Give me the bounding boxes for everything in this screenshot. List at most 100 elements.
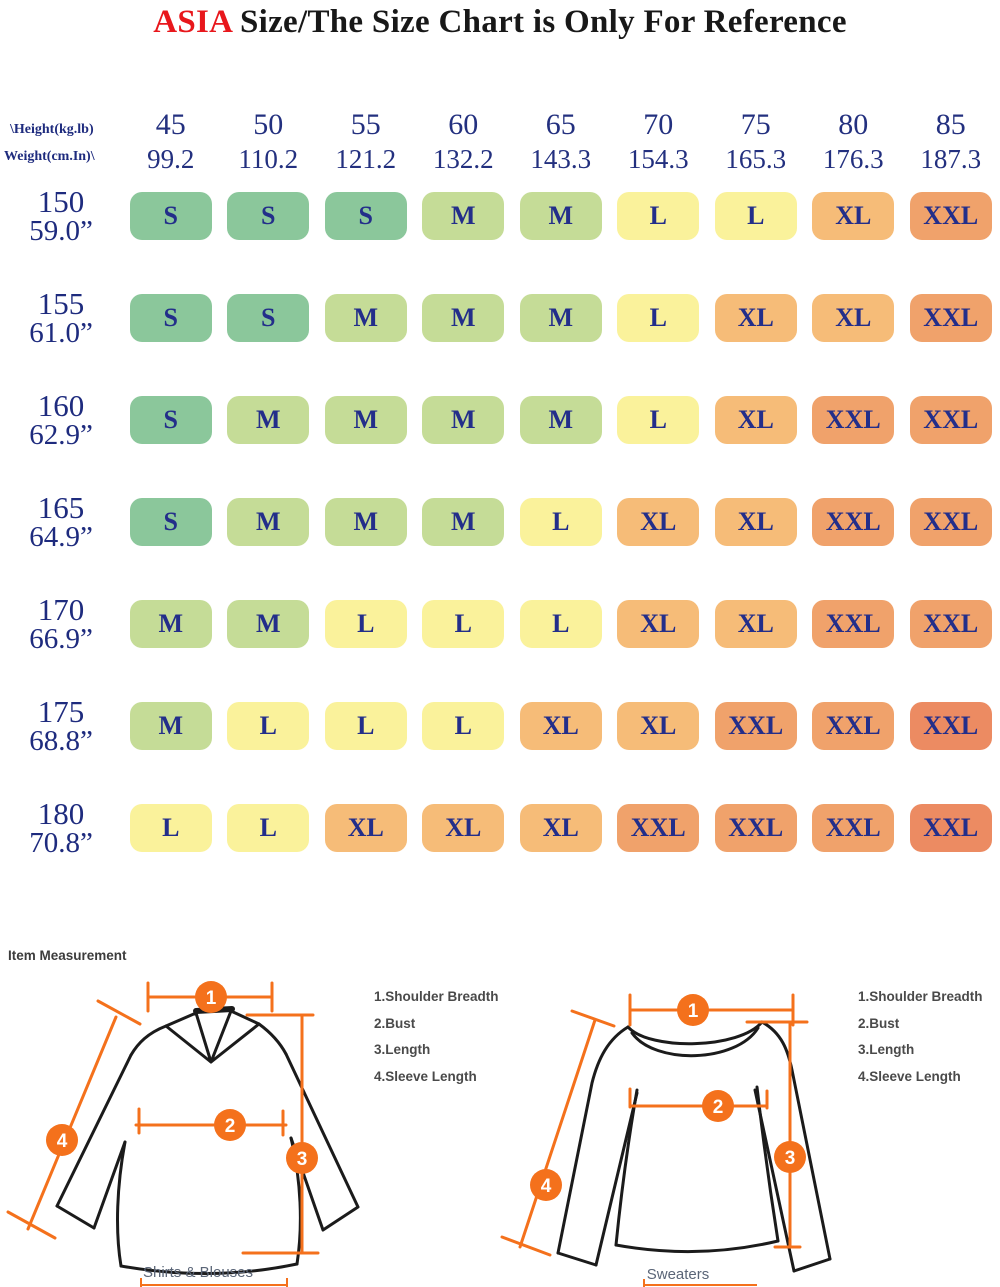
marker-2-number: 2: [713, 1097, 724, 1118]
column-weight-lb: 187.3: [920, 143, 982, 174]
size-cell: M: [519, 192, 602, 240]
marker-1-circle: [195, 981, 227, 1013]
size-cell: L: [617, 192, 700, 240]
size-cell: XXL: [909, 294, 992, 342]
size-table-body: 150 59.0” S S S M M L L XL XXL 155 61.0” S S M M M L XL XL XX…: [0, 185, 1000, 858]
size-cell: M: [422, 192, 505, 240]
shirt-collar-left: [164, 1011, 213, 1064]
size-cell: L: [617, 396, 700, 444]
column-weight-kg: 60: [448, 108, 479, 141]
measurement-legend-right: 1.Shoulder Breadth 2.Bust 3.Length 4.Sle…: [858, 984, 983, 1091]
legend-line: 1.Shoulder Breadth: [374, 989, 499, 1004]
size-cell: L: [227, 804, 310, 852]
marker-3-circle: [774, 1141, 806, 1173]
size-cell: M: [227, 498, 310, 546]
size-cell: L: [324, 600, 407, 648]
sweater-neckline-outer: [626, 1020, 764, 1046]
marker-3-circle: [286, 1142, 318, 1174]
shirt-measure-lines: [6, 981, 320, 1255]
shirt-outline: [55, 1006, 360, 1275]
size-cell: M: [422, 294, 505, 342]
cutoff-measure-tick: [643, 1279, 645, 1287]
caption-shirts: Shirts & Blouses: [142, 1264, 254, 1281]
size-cell: XXL: [909, 192, 992, 240]
size-cell: M: [227, 396, 310, 444]
column-header: 80 176.3: [805, 106, 903, 175]
sweater-measure-lines: [500, 993, 809, 1257]
size-cell: XL: [714, 294, 797, 342]
size-cell: XL: [812, 192, 895, 240]
legend-line: 4.Sleeve Length: [374, 1069, 477, 1085]
row-height-in: 59.0”: [29, 214, 93, 247]
cutoff-measure-tick: [286, 1278, 288, 1287]
legend-line: 3.Length: [858, 1042, 915, 1058]
size-cell: L: [227, 702, 310, 750]
size-cell: S: [129, 192, 212, 240]
column-header: 85 187.3: [902, 106, 1000, 175]
legend-line: 1.Shoulder Breadth: [858, 989, 983, 1004]
size-cell: XXL: [812, 804, 895, 852]
marker-3-number: 3: [297, 1149, 308, 1170]
row-height-cm: 160: [37, 387, 85, 423]
size-cell: S: [227, 192, 310, 240]
row-label: 175 68.8”: [29, 695, 93, 757]
size-cell: XXL: [909, 804, 992, 852]
marker-2-circle: [702, 1090, 734, 1122]
size-cell: M: [324, 294, 407, 342]
size-cell: XXL: [714, 804, 797, 852]
measurement-legend-left: 1.Shoulder Breadth 2.Bust 3.Length 4.Sle…: [374, 984, 499, 1091]
row-height-in: 68.8”: [29, 724, 93, 757]
row-label: 165 64.9”: [29, 491, 93, 553]
sweater-neckline-inner: [630, 1026, 760, 1058]
marker-4-circle: [530, 1169, 562, 1201]
row-height-in: 66.9”: [29, 622, 93, 655]
size-cell: M: [324, 396, 407, 444]
size-cell: XL: [714, 396, 797, 444]
column-weight-lb: 165.3: [725, 143, 787, 174]
column-header: 50 110.2: [220, 106, 318, 175]
measure-line-bust: [134, 1107, 288, 1137]
legend-line: 4.Sleeve Length: [858, 1069, 961, 1085]
column-weight-kg: 45: [155, 108, 186, 141]
measure-line-length: [745, 1020, 809, 1249]
page-title: ASIA Size/The Size Chart is Only For Ref…: [0, 4, 1000, 41]
size-cell: L: [617, 294, 700, 342]
size-table-header: \Height(kg.lb) Weight(cm.In)\ 45 99.2 50 11…: [0, 106, 1000, 175]
size-cell: XL: [617, 600, 700, 648]
marker-4-circle: [46, 1124, 78, 1156]
size-cell: S: [324, 192, 407, 240]
size-cell: M: [129, 702, 212, 750]
row-label: 180 70.8”: [29, 797, 93, 859]
column-weight-lb: 132.2: [432, 143, 494, 174]
column-weight-lb: 143.3: [530, 143, 592, 174]
row-label: 160 62.9”: [29, 387, 93, 449]
row-height-in: 70.8”: [29, 826, 93, 859]
size-cell: XXL: [909, 600, 992, 648]
column-weight-kg: 55: [350, 108, 381, 141]
size-cell: L: [714, 192, 797, 240]
size-cell: XXL: [617, 804, 700, 852]
marker-1-number: 1: [206, 988, 217, 1009]
size-cell: XL: [617, 702, 700, 750]
size-cell: XL: [324, 804, 407, 852]
corner-height-label: \Height(kg.lb): [10, 122, 94, 137]
size-cell: XXL: [909, 396, 992, 444]
cutoff-measure-tick: [140, 1278, 142, 1287]
measure-line-length: [241, 1013, 320, 1255]
caption-sweaters: Sweaters: [646, 1266, 710, 1283]
legend-line: 2.Bust: [374, 1015, 416, 1031]
marker-4-number: 4: [57, 1131, 68, 1152]
column-header: 75 165.3: [707, 106, 805, 175]
row-height-cm: 170: [37, 591, 85, 627]
column-header: 65 143.3: [512, 106, 610, 175]
marker-2-number: 2: [225, 1116, 236, 1137]
column-weight-kg: 85: [935, 108, 966, 141]
size-cell: L: [129, 804, 212, 852]
measure-line-bust: [628, 1087, 769, 1110]
row-height-in: 61.0”: [29, 316, 93, 349]
column-weight-lb: 176.3: [822, 143, 884, 174]
row-height-in: 64.9”: [29, 520, 93, 553]
table-corner: \Height(kg.lb) Weight(cm.In)\: [0, 106, 122, 175]
size-cell: S: [129, 396, 212, 444]
